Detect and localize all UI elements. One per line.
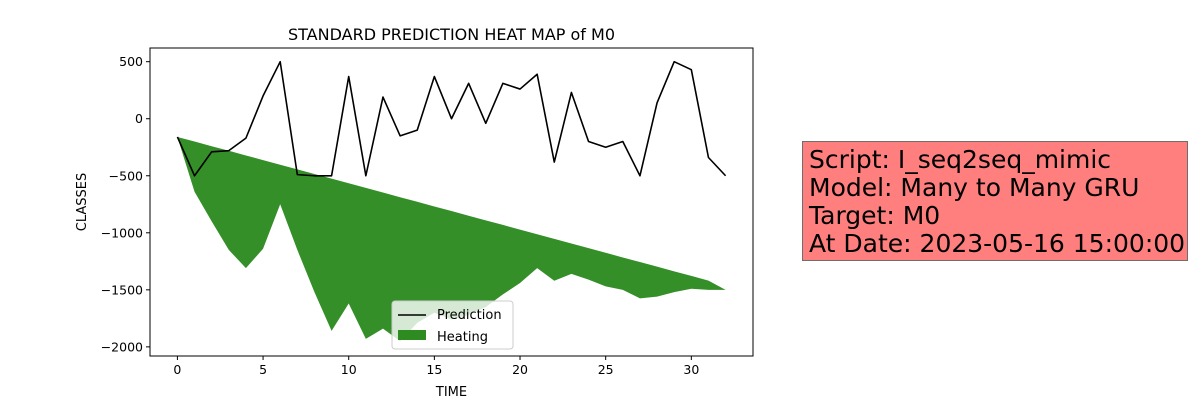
y-tick-label: −500 xyxy=(109,168,143,183)
x-tick-label: 20 xyxy=(512,362,528,377)
info-date: At Date: 2023-05-16 15:00:00 xyxy=(809,229,1186,258)
x-axis-label: TIME xyxy=(435,385,467,400)
y-axis-label: CLASSES xyxy=(75,173,90,231)
prediction-line xyxy=(176,60,727,177)
chart-title: STANDARD PREDICTION HEAT MAP of M0 xyxy=(288,25,615,44)
heating-area-layer xyxy=(177,136,726,342)
info-model: Model: Many to Many GRU xyxy=(809,173,1140,202)
x-tick-label: 0 xyxy=(173,362,181,377)
info-target: Target: M0 xyxy=(809,201,941,230)
y-tick-label: −2000 xyxy=(101,339,143,354)
x-tick-label: 10 xyxy=(341,362,357,377)
y-tick-label: −1000 xyxy=(101,225,143,240)
y-tick-label: 0 xyxy=(135,111,143,126)
x-axis: 0 5 10 15 20 25 30 xyxy=(173,356,699,377)
info-script: Script: I_seq2seq_mimic xyxy=(809,145,1112,174)
legend-label-heating: Heating xyxy=(437,330,488,345)
info-box: Script: I_seq2seq_mimic Model: Many to M… xyxy=(802,141,1188,261)
heating-area xyxy=(177,136,726,342)
y-tick-label: 500 xyxy=(119,54,143,69)
legend-label-prediction: Prediction xyxy=(437,308,502,323)
plot-frame xyxy=(149,47,754,357)
x-tick-label: 15 xyxy=(426,362,442,377)
x-tick-label: 25 xyxy=(598,362,614,377)
x-tick-label: 30 xyxy=(683,362,699,377)
y-axis: 500 0 −500 −1000 −1500 −2000 xyxy=(101,54,150,354)
prediction-line-layer xyxy=(176,60,727,177)
y-tick-label: −1500 xyxy=(101,282,143,297)
x-tick-label: 5 xyxy=(259,362,267,377)
legend-swatch-heating xyxy=(398,330,426,340)
legend: Prediction Heating xyxy=(391,300,514,350)
